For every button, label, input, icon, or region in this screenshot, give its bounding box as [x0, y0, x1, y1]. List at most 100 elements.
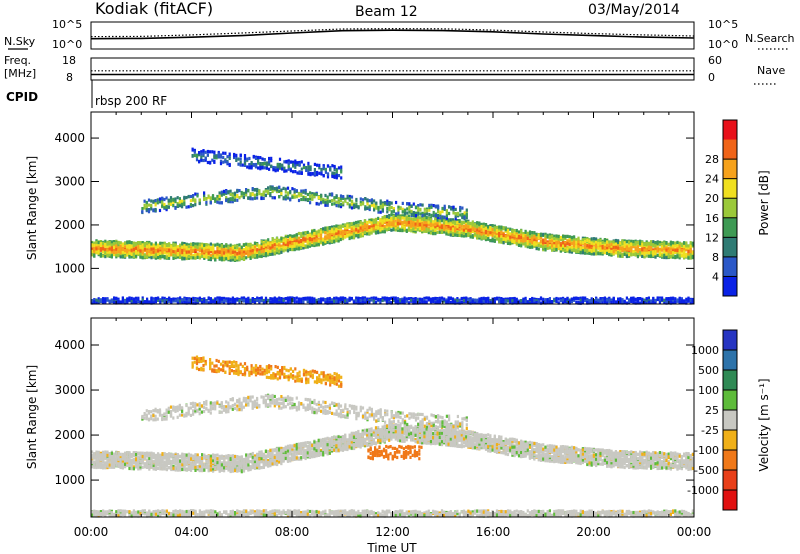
- cell: [390, 201, 393, 205]
- cell: [383, 224, 386, 229]
- cell: [447, 229, 450, 233]
- cell: [220, 252, 223, 256]
- cell: [601, 248, 604, 252]
- cell: [264, 241, 268, 245]
- cell: [520, 235, 523, 239]
- cell: [247, 189, 250, 193]
- cell: [447, 227, 450, 232]
- cell: [187, 255, 190, 259]
- cell: [421, 221, 424, 226]
- cell: [289, 197, 292, 201]
- cell: [135, 242, 138, 247]
- cell: [238, 251, 241, 255]
- cell: [676, 255, 679, 259]
- cell: [544, 234, 547, 238]
- cell: [606, 246, 609, 250]
- cell: [456, 225, 459, 229]
- cell: [275, 246, 279, 250]
- cell: [291, 195, 294, 199]
- cell: [130, 248, 133, 252]
- cell: [672, 242, 675, 246]
- cell: [110, 246, 113, 250]
- cell: [309, 197, 312, 201]
- cell: [324, 236, 327, 240]
- cell: [502, 241, 505, 245]
- cell: [339, 202, 343, 206]
- cell: [562, 248, 565, 252]
- cell: [524, 244, 527, 248]
- cell: [284, 194, 287, 198]
- cell: [661, 245, 664, 249]
- cell: [346, 233, 349, 237]
- cell: [573, 241, 576, 245]
- cell: [203, 191, 206, 195]
- cell: [150, 244, 153, 248]
- cell: [405, 223, 408, 227]
- cell: [218, 201, 221, 205]
- cell: [421, 227, 424, 231]
- cell: [251, 251, 254, 255]
- cell: [104, 239, 107, 243]
- cell: [97, 241, 100, 245]
- cell: [401, 207, 404, 211]
- cell: [590, 244, 593, 248]
- cell: [269, 192, 272, 196]
- cell: [425, 221, 428, 225]
- cell: [647, 253, 650, 257]
- cell: [172, 246, 175, 251]
- cell: [498, 231, 501, 236]
- cell: [603, 251, 606, 255]
- cell: [363, 228, 367, 233]
- cell: [344, 225, 347, 230]
- cell: [462, 228, 466, 232]
- cell: [284, 190, 287, 194]
- cell: [192, 204, 195, 208]
- cell: [251, 197, 254, 201]
- cell: [293, 188, 296, 192]
- cell: [313, 192, 316, 196]
- cell: [628, 244, 631, 248]
- cell: [192, 242, 195, 247]
- cell: [289, 247, 292, 252]
- cell: [348, 230, 351, 234]
- cell: [577, 236, 580, 240]
- cell: [517, 237, 521, 241]
- cell: [330, 232, 334, 236]
- cell: [220, 256, 223, 260]
- cell: [115, 244, 118, 248]
- cell: [339, 237, 342, 242]
- cell: [284, 243, 287, 247]
- cell: [97, 245, 100, 249]
- cell: [260, 240, 263, 244]
- cell: [612, 250, 615, 254]
- cell: [167, 205, 170, 209]
- cell: [245, 247, 248, 251]
- cell: [412, 221, 415, 226]
- cell: [176, 245, 179, 249]
- cell: [159, 249, 162, 253]
- cell: [176, 196, 179, 200]
- cell: [599, 252, 602, 256]
- cell: [333, 196, 336, 200]
- cell: [691, 250, 694, 254]
- cell: [203, 193, 206, 197]
- cell: [511, 235, 514, 239]
- cell: [493, 227, 496, 231]
- cell: [91, 253, 94, 257]
- freq-tick-top: 18: [62, 54, 76, 67]
- cell: [317, 239, 320, 243]
- cell: [300, 189, 303, 193]
- cell: [278, 238, 281, 242]
- freq-label-line1: Freq.: [4, 54, 31, 67]
- cell: [449, 233, 452, 237]
- cell: [359, 234, 362, 238]
- cell: [414, 229, 417, 233]
- cell: [685, 247, 688, 252]
- cell: [544, 244, 547, 248]
- cell: [454, 226, 457, 230]
- cell: [231, 197, 234, 202]
- cell: [460, 234, 463, 238]
- cell: [284, 246, 287, 250]
- cell: [337, 204, 340, 208]
- cell: [214, 258, 217, 262]
